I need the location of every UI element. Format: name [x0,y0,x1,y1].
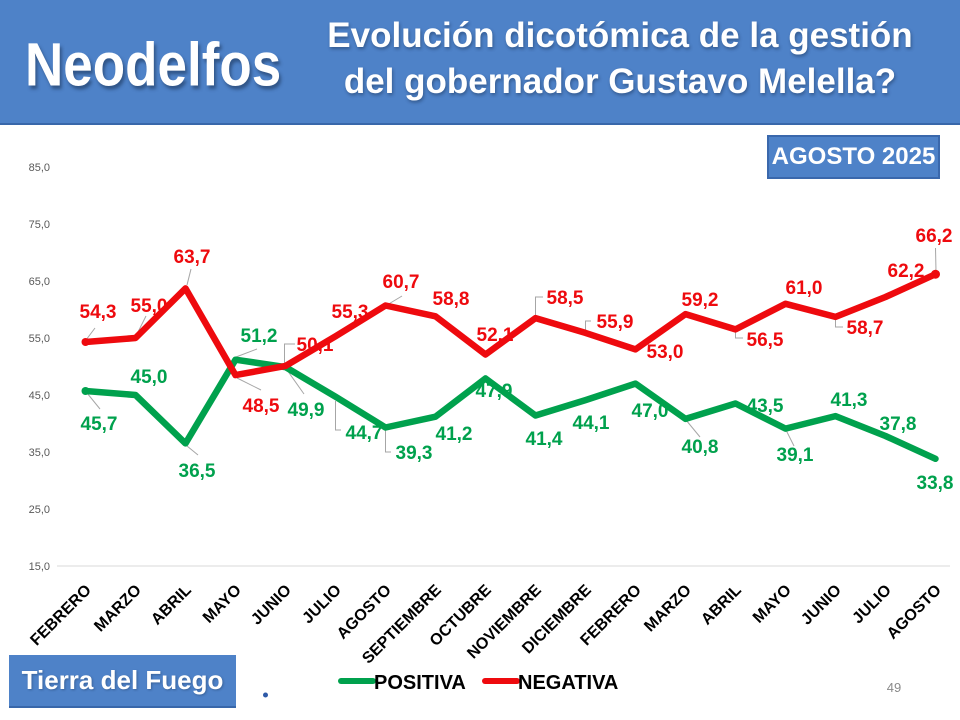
svg-text:37,8: 37,8 [880,414,917,435]
svg-text:45,0: 45,0 [29,390,50,402]
svg-text:55,3: 55,3 [332,302,369,323]
svg-text:63,7: 63,7 [174,247,211,268]
svg-text:33,8: 33,8 [917,473,954,494]
svg-text:25,0: 25,0 [29,504,50,516]
svg-text:15,0: 15,0 [29,561,50,573]
svg-text:58,7: 58,7 [847,318,884,339]
svg-text:AGOSTO: AGOSTO [884,582,945,643]
svg-text:48,5: 48,5 [243,396,280,417]
svg-text:62,2: 62,2 [888,261,925,282]
svg-text:JULIO: JULIO [299,582,344,627]
svg-text:49: 49 [887,680,901,695]
svg-text:41,4: 41,4 [526,429,563,450]
svg-text:44,1: 44,1 [573,413,610,434]
svg-text:41,3: 41,3 [831,390,868,411]
svg-text:35,0: 35,0 [29,447,50,459]
svg-text:51,2: 51,2 [241,326,278,347]
svg-text:58,8: 58,8 [433,289,470,310]
svg-text:39,1: 39,1 [777,445,814,466]
svg-text:POSITIVA: POSITIVA [374,672,466,694]
svg-text:MAYO: MAYO [750,582,795,627]
svg-text:59,2: 59,2 [682,290,719,311]
svg-text:JULIO: JULIO [849,582,894,627]
svg-text:JUNIO: JUNIO [248,582,295,629]
svg-text:85,0: 85,0 [29,162,50,174]
svg-text:58,5: 58,5 [547,288,584,309]
svg-text:49,9: 49,9 [288,400,325,421]
svg-text:47,9: 47,9 [476,381,513,402]
svg-text:75,0: 75,0 [29,219,50,231]
svg-text:41,2: 41,2 [436,424,473,445]
svg-text:53,0: 53,0 [647,342,684,363]
svg-text:JUNIO: JUNIO [798,582,845,629]
svg-text:60,7: 60,7 [383,272,420,293]
svg-text:MARZO: MARZO [91,582,144,635]
svg-text:36,5: 36,5 [179,461,216,482]
svg-text:55,0: 55,0 [29,333,50,345]
svg-text:61,0: 61,0 [786,278,823,299]
svg-text:54,3: 54,3 [80,302,117,323]
svg-text:55,9: 55,9 [597,312,634,333]
svg-text:MARZO: MARZO [641,582,694,635]
svg-text:45,0: 45,0 [131,367,168,388]
svg-text:NEGATIVA: NEGATIVA [518,672,618,694]
svg-text:44,7: 44,7 [346,423,383,444]
svg-text:39,3: 39,3 [396,443,433,464]
svg-text:47,0: 47,0 [632,401,669,422]
svg-text:ABRIL: ABRIL [148,582,195,629]
svg-text:65,0: 65,0 [29,276,50,288]
svg-text:40,8: 40,8 [682,437,719,458]
svg-text:45,7: 45,7 [81,414,118,435]
svg-text:66,2: 66,2 [916,226,953,247]
svg-text:MAYO: MAYO [200,582,245,627]
svg-text:ABRIL: ABRIL [698,582,745,629]
svg-text:56,5: 56,5 [747,330,784,351]
svg-text:FEBRERO: FEBRERO [27,582,94,649]
